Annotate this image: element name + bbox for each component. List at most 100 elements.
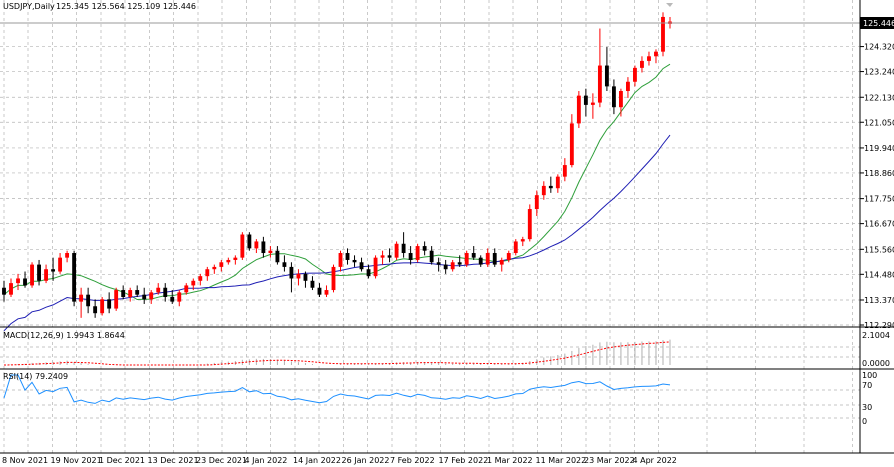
rsi-panel[interactable]: RSI(14) 79.2409 100 70 30 0 — [3, 371, 877, 426]
candle-body — [499, 259, 504, 265]
macd-panel[interactable]: MACD(12,26,9) 1.9943 1.8644 2.1004 0.000… — [3, 331, 890, 368]
candle-body — [30, 264, 34, 286]
time-label: 17 Feb 2022 — [439, 456, 489, 465]
candle-body — [457, 262, 462, 265]
candle-body — [205, 269, 210, 277]
time-label: 4 Jan 2022 — [245, 456, 288, 465]
candle-body — [107, 299, 112, 309]
candle-body — [604, 65, 609, 87]
candle-body — [2, 287, 6, 295]
time-label: 13 Dec 2021 — [148, 456, 199, 465]
candle-body — [415, 246, 420, 260]
candle-body — [303, 273, 308, 281]
candle-body — [520, 239, 525, 242]
current-price-label: 125.446 — [863, 19, 894, 28]
chart-symbol: USDJPY,Daily — [3, 2, 55, 11]
candle-body — [79, 294, 84, 302]
candle-body — [408, 253, 413, 260]
candle-body — [198, 276, 203, 281]
candle-body — [464, 253, 469, 265]
candle-body — [23, 278, 27, 286]
candle-body — [387, 255, 392, 258]
candle-body — [626, 81, 630, 92]
candle-body — [443, 264, 448, 270]
candle-body — [37, 264, 41, 281]
candle-body — [541, 185, 546, 196]
price-label: 122.130 — [864, 93, 894, 102]
candle-body — [366, 269, 371, 277]
price-label: 123.240 — [864, 68, 894, 77]
time-label: 19 Nov 2021 — [51, 456, 102, 465]
ma-fast-line — [3, 63, 671, 301]
candle-body — [338, 253, 343, 267]
candle-body — [647, 56, 651, 61]
candle-body — [282, 262, 287, 267]
candle-body — [373, 257, 378, 277]
candle-body — [128, 290, 133, 297]
macd-histogram — [10, 339, 671, 365]
candle-body — [219, 262, 224, 267]
rsi-label-100: 100 — [862, 371, 877, 380]
rsi-title: RSI(14) 79.2409 — [3, 372, 68, 381]
candle-body — [345, 253, 350, 260]
candle-body — [184, 285, 189, 293]
candle-body — [247, 234, 252, 249]
time-label: 1 Dec 2021 — [99, 456, 145, 465]
candle-body — [422, 246, 427, 251]
price-label: 112.290 — [864, 321, 894, 330]
candle-body — [310, 280, 315, 288]
candle-body — [114, 290, 119, 309]
shift-marker-icon[interactable] — [666, 3, 673, 7]
candle-body — [191, 280, 196, 286]
price-axis: 124.320 123.240 122.130 121.050 119.940 118.8… — [860, 43, 894, 330]
candle-body — [548, 185, 553, 189]
candle-body — [44, 269, 48, 281]
time-label: 11 Mar 2022 — [536, 456, 587, 465]
time-label: 23 Mar 2022 — [584, 456, 635, 465]
time-label: 8 Nov 2021 — [2, 456, 48, 465]
price-label: 119.940 — [864, 144, 894, 153]
candle-body — [633, 67, 637, 82]
price-label: 113.370 — [864, 296, 894, 305]
candle-body — [261, 241, 266, 254]
candle-body — [51, 269, 56, 272]
candle-body — [100, 299, 105, 314]
candle-body — [380, 255, 385, 258]
time-label: 14 Jan 2022 — [293, 456, 341, 465]
rsi-line — [3, 374, 671, 404]
time-label: 23 Dec 2021 — [196, 456, 247, 465]
candle-body — [562, 165, 567, 177]
candle-body — [478, 257, 483, 265]
time-label: 4 Apr 2022 — [633, 456, 677, 465]
candle-body — [527, 209, 532, 240]
time-label: 7 Feb 2022 — [390, 456, 435, 465]
price-label: 116.670 — [864, 220, 894, 229]
candle-body — [142, 294, 147, 300]
candle-body — [65, 253, 70, 258]
macd-top-label: 2.1004 — [862, 331, 890, 340]
macd-bottom-label: 0.0000 — [862, 359, 890, 368]
candle-body — [16, 278, 20, 284]
time-label: 26 Jan 2022 — [342, 456, 390, 465]
candle-body — [352, 259, 357, 263]
price-label: 115.560 — [864, 245, 894, 254]
moving-average-lines — [3, 63, 671, 332]
candle-body — [86, 294, 91, 307]
candle-body — [163, 287, 168, 297]
candle-body — [590, 102, 595, 105]
price-panel[interactable]: USDJPY,Daily 125.345 125.564 125.109 125… — [2, 2, 672, 332]
current-price-tag — [860, 17, 894, 29]
candle-body — [58, 257, 63, 272]
rsi-label-0: 0 — [862, 417, 867, 426]
candle-body — [429, 250, 434, 263]
candle-body — [485, 253, 490, 265]
candle-body — [576, 95, 581, 124]
candle-body — [394, 243, 399, 258]
rsi-label-30: 30 — [862, 403, 872, 412]
macd-signal-line — [3, 341, 671, 366]
candle-body — [471, 253, 476, 258]
candle-body — [583, 95, 588, 105]
candle-body — [289, 266, 294, 279]
